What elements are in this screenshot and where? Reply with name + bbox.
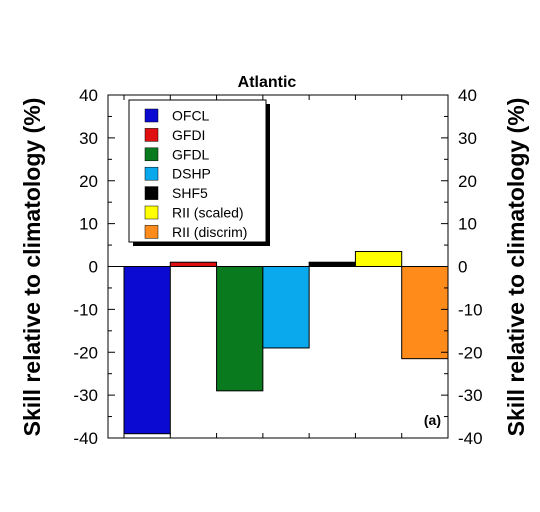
legend-items: OFCL GFDI GFDL DSHP SHF5 RII (scaled) RII (dis… [144,108,247,240]
y-tick-label-left: 20 [79,172,98,191]
bars-group [123,250,449,435]
y-tick-label-right: 0 [458,258,467,277]
right-tick-labels: 40 30 20 10 0 -10 -20 -30 -40 [458,86,483,448]
y-tick-label-right: -40 [458,429,483,448]
y-tick-label-right: 40 [458,86,477,105]
y-tick-label-right: -20 [458,343,483,362]
y-axis-label-left: Skill relative to climatology (%) [19,98,45,437]
y-tick-label-left: -20 [73,343,98,362]
legend-label: RII (scaled) [172,205,244,221]
bar-rii-scaled [354,250,403,267]
legend-swatch [144,128,159,142]
legend-label: DSHP [172,166,211,182]
y-tick-label-left: -40 [73,429,98,448]
legend: OFCL GFDI GFDL DSHP SHF5 RII (scaled) RII (dis… [128,99,270,246]
legend-label: GFDL [172,146,210,162]
legend-swatch [144,147,159,162]
legend-swatch [144,225,159,239]
bar-ofcl [123,266,171,435]
axis-ticks [108,94,448,439]
y-tick-label-left: 0 [89,258,98,277]
chart-title: Atlantic [238,74,297,91]
legend-label: SHF5 [172,185,208,201]
left-tick-labels: 40 30 20 10 0 -10 -20 -30 -40 [73,86,98,448]
bar-gfdi [169,261,218,267]
legend-swatch [144,166,159,181]
bar-dshp [262,266,310,349]
bar-gfdl [216,266,264,392]
y-tick-label-right: 30 [458,129,477,148]
legend-label: GFDI [172,127,205,143]
legend-swatch [144,108,159,123]
y-tick-label-left: -10 [73,300,98,319]
legend-label: OFCL [172,108,210,124]
y-axis-label-right: Skill relative to climatology (%) [503,98,529,437]
y-tick-label-right: 20 [458,172,477,191]
y-tick-label-left: 40 [79,86,98,105]
bar-rii-discrim [401,266,449,360]
legend-label: RII (discrim) [172,224,247,240]
y-tick-label-right: -10 [458,300,483,319]
panel-label: (a) [424,412,441,428]
y-tick-label-right: 10 [458,215,477,234]
y-tick-label-left: 10 [79,215,98,234]
bar-shf5 [308,261,356,267]
legend-swatch [144,205,159,220]
legend-swatch [144,186,159,200]
y-tick-label-left: -30 [73,386,98,405]
y-tick-label-right: -30 [458,386,483,405]
y-tick-label-left: 30 [79,129,98,148]
